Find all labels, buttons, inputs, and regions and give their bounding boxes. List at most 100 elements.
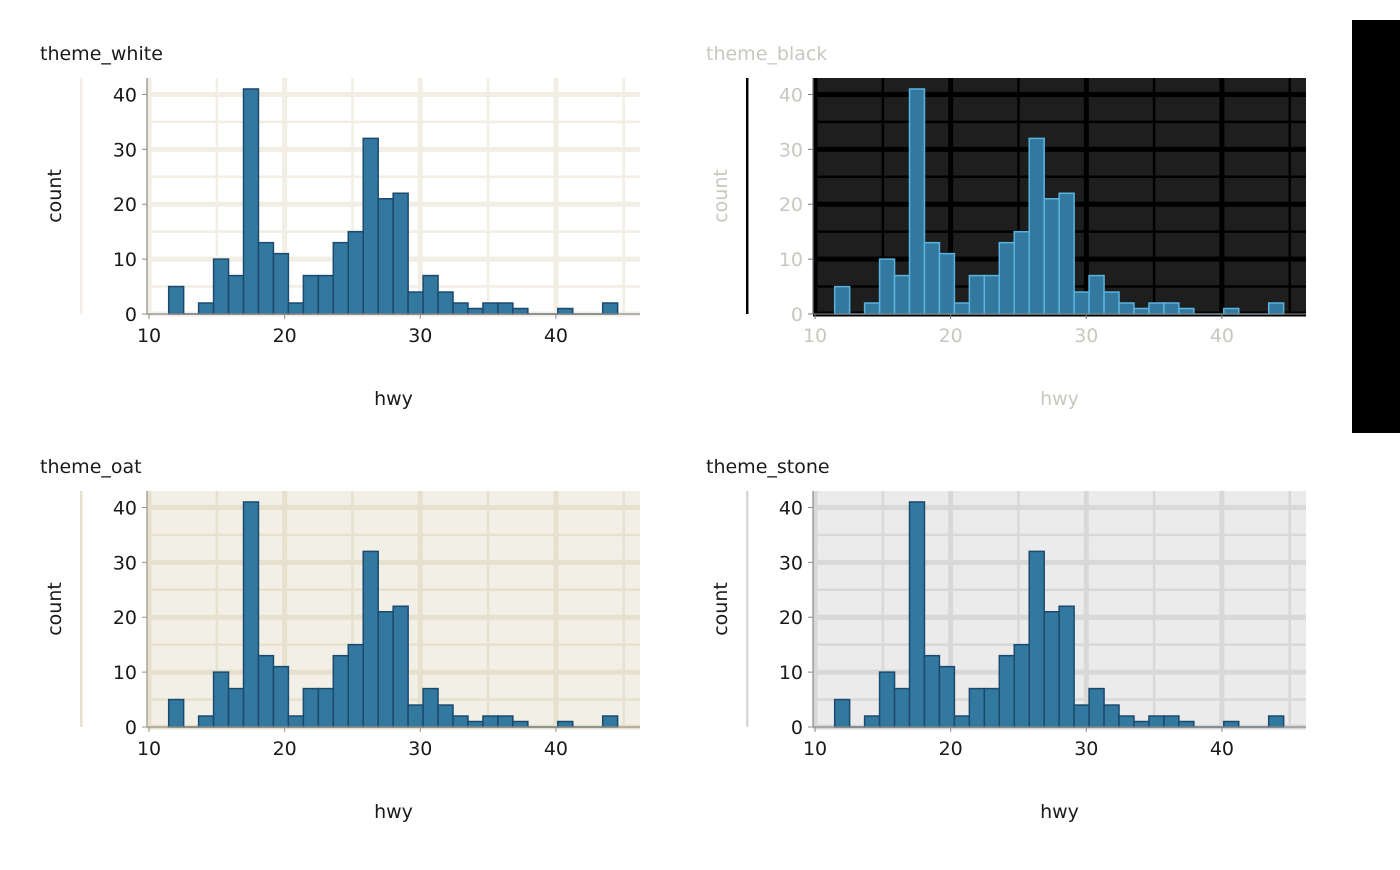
histogram-bar <box>1013 230 1030 315</box>
histogram-bar <box>287 715 305 728</box>
histogram-bar <box>272 665 290 728</box>
histogram-bar <box>1073 291 1090 315</box>
y-tick-label: 30 <box>113 552 137 574</box>
histogram-bar <box>467 720 484 728</box>
y-tick-label: 0 <box>791 304 803 326</box>
histogram-bar <box>1267 715 1285 728</box>
histogram-bar <box>212 258 230 315</box>
histogram-bar <box>317 687 335 728</box>
x-tick-label: 10 <box>137 738 161 760</box>
chart-title: theme_white <box>40 43 163 65</box>
histogram-bar <box>1133 720 1150 728</box>
histogram-bar <box>1178 307 1195 315</box>
histogram-bar <box>377 610 394 728</box>
histogram-bar <box>377 197 394 315</box>
histogram-bar <box>878 258 896 315</box>
y-tick-label: 40 <box>779 497 803 519</box>
histogram-bar <box>1267 302 1285 315</box>
histogram-bar <box>197 715 215 728</box>
histogram-bar <box>452 715 469 728</box>
y-tick-label: 10 <box>779 249 803 271</box>
y-tick-label: 0 <box>125 304 137 326</box>
histogram-bar <box>332 241 350 315</box>
histogram-bar <box>272 252 290 315</box>
histogram-bar <box>167 285 185 315</box>
histogram-bar <box>1133 307 1150 315</box>
y-tick-label: 40 <box>113 497 137 519</box>
histogram-bar <box>998 241 1016 315</box>
histogram-bar <box>347 643 364 728</box>
histogram-bar <box>422 274 439 315</box>
histogram-bar <box>1043 610 1060 728</box>
histogram-bar <box>347 230 364 315</box>
x-tick-label: 20 <box>273 738 297 760</box>
histogram-bar <box>893 274 911 315</box>
histogram-bar <box>1058 605 1075 728</box>
histogram-bar <box>242 88 260 315</box>
y-axis-label: count <box>710 582 732 636</box>
x-tick-label: 40 <box>544 738 568 760</box>
histogram-bar <box>482 302 499 315</box>
x-tick-label: 30 <box>408 325 432 347</box>
histogram-bar <box>227 274 245 315</box>
histogram-bar <box>227 687 245 728</box>
histogram-bar <box>197 302 215 315</box>
y-tick-label: 30 <box>779 552 803 574</box>
histogram-bar <box>938 252 956 315</box>
histogram-bar <box>923 654 941 728</box>
histogram-bar <box>512 307 529 315</box>
x-tick-label: 30 <box>1074 325 1098 347</box>
histogram-bar <box>422 687 439 728</box>
histogram-bar <box>242 501 260 728</box>
histogram-bar <box>833 285 851 315</box>
histogram-bar <box>302 687 320 728</box>
y-tick-label: 0 <box>125 717 137 739</box>
histogram-bar <box>1223 720 1240 728</box>
panel-background <box>1352 20 1400 433</box>
y-tick-label: 20 <box>113 607 137 629</box>
x-tick-label: 10 <box>803 738 827 760</box>
y-axis-label: count <box>710 169 732 223</box>
histogram-bar <box>1058 192 1075 315</box>
histogram-bar <box>407 291 424 315</box>
histogram-bar <box>833 698 851 728</box>
x-tick-label: 20 <box>939 738 963 760</box>
histogram-bar <box>557 307 574 315</box>
y-tick-label: 10 <box>779 662 803 684</box>
x-tick-label: 40 <box>1210 325 1234 347</box>
histogram-bar <box>167 698 185 728</box>
y-tick-label: 30 <box>779 139 803 161</box>
histogram-bar <box>437 291 454 315</box>
histogram-bar <box>287 302 305 315</box>
histogram-bar <box>497 715 514 728</box>
histogram-bar <box>1088 274 1105 315</box>
histogram-bar <box>482 715 499 728</box>
y-axis-label: count <box>44 582 66 636</box>
histogram-bar <box>983 274 1001 315</box>
histogram-bar <box>1148 715 1165 728</box>
x-axis-label: hwy <box>1040 388 1079 410</box>
histogram-bar <box>878 671 896 728</box>
histogram-bar <box>863 302 881 315</box>
x-axis-label: hwy <box>374 801 413 823</box>
histogram-bar <box>392 192 409 315</box>
histogram-bar <box>968 274 986 315</box>
histogram-bar <box>1043 197 1060 315</box>
histogram-bar <box>968 687 986 728</box>
y-tick-label: 20 <box>779 607 803 629</box>
x-tick-label: 40 <box>544 325 568 347</box>
histogram-bar <box>863 715 881 728</box>
histogram-bar <box>893 687 911 728</box>
histogram-bar <box>392 605 409 728</box>
x-tick-label: 40 <box>1210 738 1234 760</box>
histogram-bar <box>317 274 335 315</box>
histogram-bar <box>1103 704 1120 728</box>
histogram-bar <box>302 274 320 315</box>
chart-title: theme_stone <box>706 456 830 478</box>
histogram-bar <box>953 715 971 728</box>
histogram-bar <box>512 720 529 728</box>
histogram-bar <box>1013 643 1030 728</box>
histogram-bar <box>257 241 275 315</box>
